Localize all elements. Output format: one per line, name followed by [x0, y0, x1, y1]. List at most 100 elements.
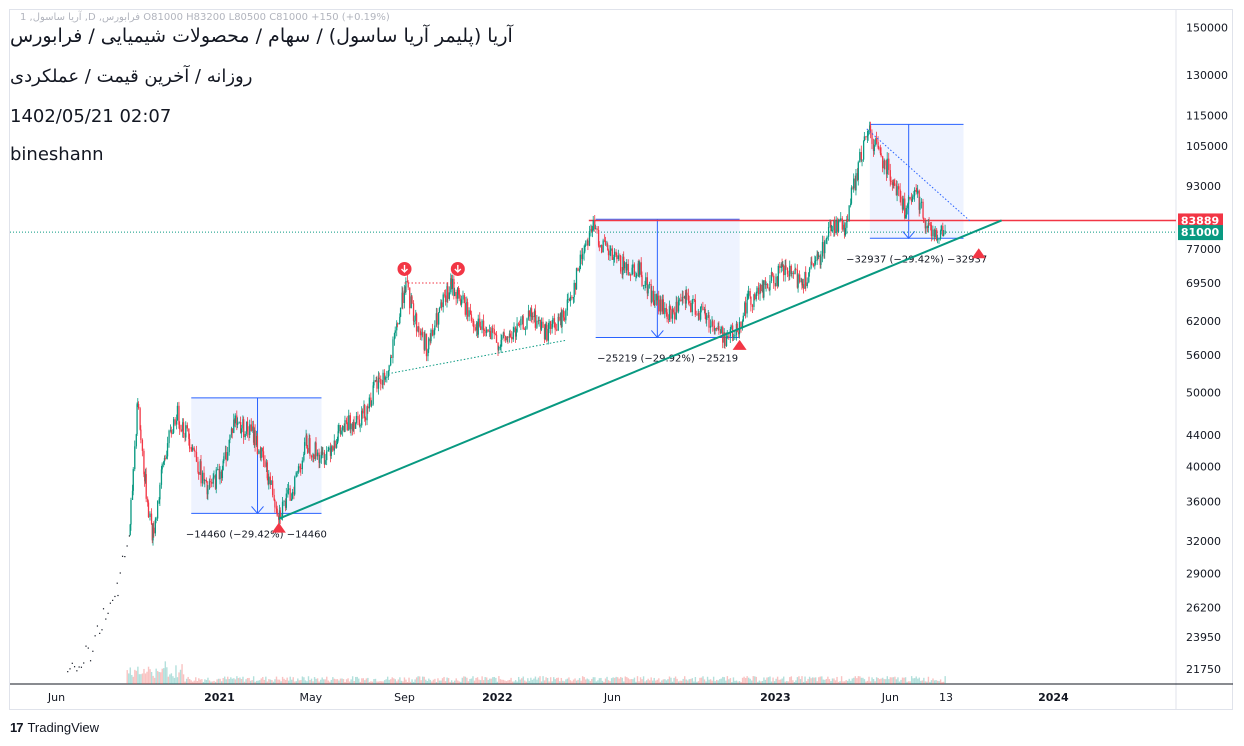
candle-body [892, 182, 894, 186]
candle-body [508, 333, 511, 338]
candle-body [750, 296, 752, 305]
volume-bar [665, 680, 668, 684]
volume-bar [475, 677, 477, 684]
candle-body [339, 424, 342, 435]
candle-body [604, 240, 607, 245]
volume-bar [642, 676, 645, 684]
candle-body [783, 265, 785, 276]
candle-body [806, 282, 808, 287]
volume-bar [795, 680, 797, 684]
volume-bar [926, 681, 928, 684]
volume-bar [304, 680, 307, 684]
volume-bar [827, 676, 829, 684]
candle-body [640, 262, 642, 276]
candle-body [744, 302, 746, 316]
volume-bar [722, 676, 724, 684]
candle-body [401, 292, 403, 308]
volume-bar [933, 680, 936, 684]
candle-body [797, 274, 799, 288]
volume-bar [641, 679, 643, 684]
volume-bar [234, 679, 237, 684]
volume-bar [222, 678, 224, 684]
candle-body [137, 404, 139, 405]
volume-bar [452, 681, 454, 684]
candle-body [423, 333, 425, 350]
candle-body [273, 494, 275, 501]
volume-bar [551, 681, 553, 684]
candle-body [464, 302, 466, 315]
volume-bar [374, 678, 377, 684]
candle-body [933, 229, 936, 237]
volume-bar [670, 677, 672, 684]
volume-bar [339, 678, 342, 684]
candle-body [392, 339, 394, 358]
candle-body [656, 295, 658, 301]
candle-body [188, 428, 190, 439]
candle-body [944, 230, 946, 234]
candle-body [242, 419, 244, 429]
chart-frame[interactable] [9, 9, 1233, 710]
volume-bar [734, 680, 736, 684]
candle-body [458, 289, 460, 299]
volume-bar [872, 679, 875, 684]
volume-bar [627, 678, 630, 684]
candle-body [899, 189, 901, 197]
candle-body [466, 302, 469, 317]
volume-bar [796, 677, 799, 684]
candle-body [398, 323, 400, 324]
volume-bar [629, 679, 631, 684]
candle-body [501, 337, 503, 340]
volume-bar [193, 680, 195, 684]
tradingview-footer[interactable]: 17 TradingView [10, 720, 99, 735]
volume-bar [438, 680, 441, 684]
volume-bar [390, 679, 392, 684]
candle-body [332, 446, 334, 451]
candle-body [236, 423, 239, 425]
volume-bar [778, 679, 780, 684]
candle-body [909, 197, 911, 199]
candle-body [867, 130, 869, 136]
candle-body [291, 498, 293, 501]
volume-bar [728, 679, 730, 684]
volume-bar [219, 678, 221, 684]
candle-body [160, 469, 163, 485]
candle-body [623, 262, 626, 269]
volume-bar [383, 680, 386, 684]
volume-bar [481, 676, 483, 684]
candle-body [790, 265, 792, 274]
y-axis[interactable]: 150000 130000 115000 105000 93000 77000 69500 6… [1186, 21, 1228, 676]
volume-bar [231, 678, 234, 684]
volume-bar [240, 678, 243, 684]
volume-bar [184, 681, 186, 684]
volume-bar [845, 680, 847, 684]
last-price-tag-text: 81000 [1181, 226, 1220, 239]
candle-body [927, 223, 930, 228]
candle-body [307, 447, 309, 453]
candle-body [557, 316, 559, 331]
volume-bar [714, 681, 716, 684]
volume-bar [591, 678, 593, 684]
volume-bar [801, 676, 803, 684]
measure-boxes: −14460 (−29.42%) −14460−25219 (−29.92%) … [186, 123, 987, 540]
candle-body [159, 484, 161, 500]
volume-bar [828, 679, 831, 684]
candle-body [942, 233, 945, 237]
candle-body [498, 347, 500, 350]
volume-bar [166, 667, 168, 684]
volume-bar [857, 676, 860, 684]
volume-bar [341, 678, 343, 684]
volume-bar [490, 678, 492, 684]
candle-body [174, 419, 176, 425]
candle-body [259, 450, 262, 458]
volume-bar [397, 679, 400, 684]
volume-bar [752, 676, 754, 684]
candle-body [207, 489, 209, 495]
x-axis[interactable]: Jun 2021 May Sep 2022 Jun 2023 Jun 13 2024 [47, 691, 1069, 704]
candle-body [830, 221, 832, 231]
candle-body [285, 493, 287, 508]
candle-body [521, 316, 524, 319]
candle-body [355, 422, 357, 429]
volume-bar [332, 677, 334, 684]
volume-bar [519, 679, 521, 684]
